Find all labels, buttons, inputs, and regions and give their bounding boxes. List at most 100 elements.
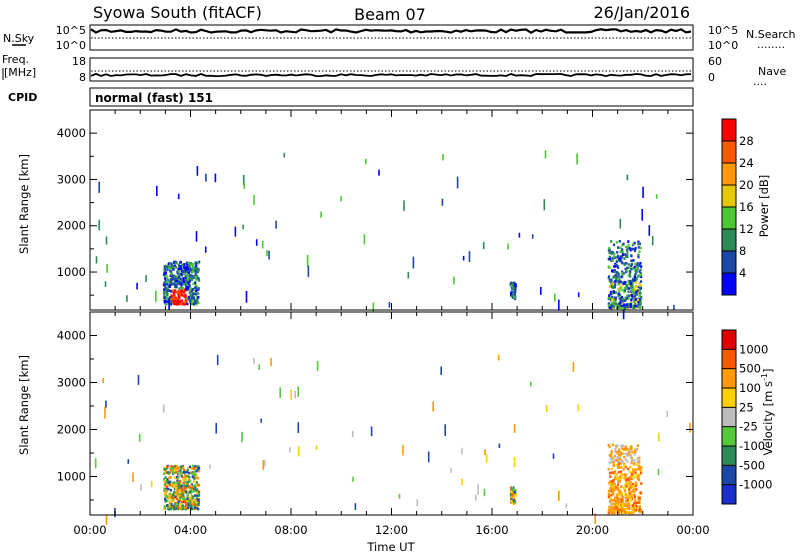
velocity-echo — [180, 467, 183, 470]
power-echo — [607, 265, 610, 269]
power-echo — [184, 297, 187, 300]
power-echo — [197, 269, 200, 272]
power-echo — [187, 288, 190, 292]
velocity-echo — [635, 463, 638, 467]
power-echo — [624, 280, 627, 284]
power-echo — [175, 275, 178, 279]
power-echo — [174, 285, 177, 288]
velocity-echo — [186, 497, 189, 501]
velocity-echo — [632, 473, 635, 476]
velocity-echo — [616, 456, 619, 459]
velocity-echo — [626, 447, 629, 451]
power-echo — [611, 284, 614, 287]
power-echo — [619, 298, 622, 302]
power-echo — [185, 302, 188, 305]
velocity-echo — [168, 483, 171, 486]
power-echo — [638, 250, 641, 253]
power-sparse-echo — [307, 265, 310, 278]
velocity-echo — [197, 489, 200, 493]
velocity-echo — [626, 467, 630, 471]
power-echo — [194, 292, 197, 296]
power-sparse-echo — [468, 251, 471, 263]
velocity-echo — [183, 469, 186, 472]
power-sparse-echo — [275, 220, 277, 229]
velocity-sparse-echo — [483, 488, 486, 497]
power-echo — [187, 282, 190, 285]
velocity-echo — [614, 497, 617, 501]
velocity-echo — [169, 475, 172, 479]
velocity-echo — [163, 479, 166, 483]
velocity-echo — [637, 474, 640, 477]
cpid-row: CPID normal (fast) 151 — [8, 87, 694, 107]
velocity-echo — [618, 452, 621, 455]
velocity-echo — [169, 495, 172, 498]
velocity-echo — [628, 511, 631, 515]
power-echo — [638, 291, 641, 295]
power-echo — [190, 270, 193, 274]
power-echo — [638, 241, 641, 245]
velocity-echo — [182, 466, 185, 469]
power-echo — [182, 277, 185, 280]
velocity-sparse-echo — [477, 483, 479, 495]
power-echo — [189, 287, 192, 290]
velocity-echo — [183, 487, 186, 490]
nave-top-label: 60 — [708, 55, 722, 68]
velocity-echo — [631, 482, 634, 486]
power-echo — [635, 267, 638, 270]
power-echo — [175, 303, 178, 306]
power-echo — [623, 303, 626, 306]
power-echo — [196, 286, 199, 289]
power-echo — [175, 277, 178, 280]
velocity-echo — [610, 467, 613, 470]
velocity-sparse-echo — [290, 389, 292, 400]
velocity-echo — [514, 489, 517, 492]
velocity-echo — [615, 493, 618, 497]
velocity-echo — [196, 465, 200, 469]
velocity-echo — [179, 490, 182, 493]
power-echo — [164, 271, 167, 274]
velocity-echo — [194, 465, 197, 468]
velocity-colorbar-tick-label: -1000 — [739, 478, 772, 492]
power-echo — [611, 282, 615, 285]
power-sparse-echo — [558, 299, 560, 311]
velocity-echo — [180, 500, 183, 504]
power-echo — [174, 277, 177, 281]
velocity-sparse-echo — [552, 453, 555, 459]
velocity-echo — [193, 480, 196, 483]
velocity-sparse-echo — [264, 460, 266, 467]
velocity-echo — [189, 490, 192, 493]
velocity-echo — [185, 470, 188, 474]
station-title: Syowa South (fitACF) — [93, 3, 262, 22]
velocity-echo — [620, 491, 623, 495]
velocity-echo — [623, 502, 626, 506]
velocity-sparse-echo — [140, 484, 142, 491]
velocity-echo — [610, 460, 613, 464]
velocity-echo — [610, 449, 613, 453]
velocity-echo — [635, 488, 638, 491]
power-echo — [639, 246, 642, 250]
power-echo — [619, 246, 622, 250]
velocity-echo — [189, 479, 192, 483]
power-echo — [164, 300, 167, 303]
velocity-echo — [630, 495, 633, 498]
power-echo — [183, 291, 186, 294]
velocity-echo — [174, 502, 177, 505]
velocity-echo — [628, 476, 632, 479]
velocity-echo — [179, 473, 182, 476]
power-echo — [639, 300, 642, 303]
power-echo — [172, 291, 175, 294]
velocity-echo — [615, 501, 618, 505]
velocity-echo — [195, 503, 198, 506]
velocity-echo — [624, 510, 627, 513]
velocity-echo — [190, 507, 193, 510]
velocity-echo — [626, 498, 630, 502]
velocity-echo — [513, 490, 516, 494]
power-echo — [194, 271, 197, 275]
velocity-sparse-echo — [666, 410, 669, 418]
velocity-echo — [198, 467, 201, 470]
beam-label: Beam 07 — [354, 5, 426, 24]
velocity-echo — [184, 471, 187, 474]
velocity-echo — [621, 496, 624, 499]
power-sparse-echo — [365, 158, 367, 165]
power-echo — [618, 257, 621, 260]
